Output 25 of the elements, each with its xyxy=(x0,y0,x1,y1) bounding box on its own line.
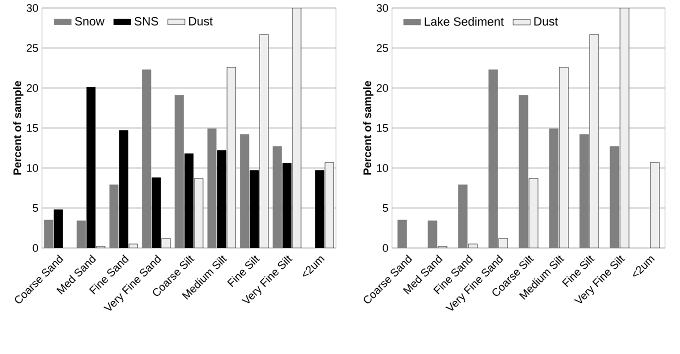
legend-label: Lake Sediment xyxy=(424,17,504,26)
legend-label: SNS xyxy=(134,17,158,26)
y-tick-label: 25 xyxy=(26,44,38,52)
y-tick-label: 10 xyxy=(27,164,38,172)
y-tick-label: 0 xyxy=(382,244,388,252)
y-tick-label: 30 xyxy=(26,4,38,12)
x-tick-label: Fine Silt xyxy=(227,255,260,288)
y-tick-label: 0 xyxy=(32,244,38,252)
y-tick-label: 30 xyxy=(376,4,388,12)
y-tick-label: 5 xyxy=(32,204,38,212)
y-tick-label: 15 xyxy=(27,124,38,132)
y-tick-label: 20 xyxy=(26,84,38,92)
bar xyxy=(559,67,569,248)
legend-label: Snow xyxy=(75,17,105,26)
y-axis-title: Percent of sample xyxy=(13,81,24,175)
y-tick-label: 5 xyxy=(382,204,388,212)
y-tick-label: 15 xyxy=(377,124,388,132)
y-tick-label: 25 xyxy=(376,44,388,52)
y-axis-title: Percent of sample xyxy=(363,81,374,175)
bar xyxy=(589,34,599,248)
y-tick-label: 20 xyxy=(376,84,388,92)
legend-label: Dust xyxy=(534,17,558,26)
y-tick-label: 10 xyxy=(377,164,388,172)
bar xyxy=(650,162,660,248)
legend-label: Dust xyxy=(189,17,213,26)
